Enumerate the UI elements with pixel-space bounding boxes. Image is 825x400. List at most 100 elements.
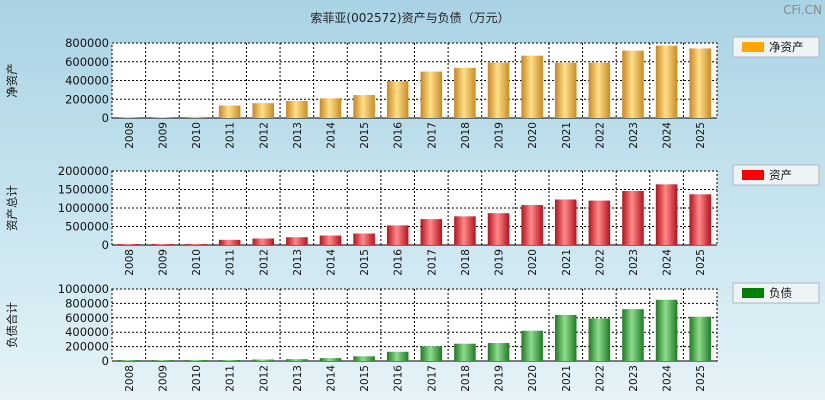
bar-liabilities-2019	[487, 343, 510, 361]
bar-assets-2012	[252, 238, 275, 245]
x-tick-label: 2013	[292, 122, 304, 149]
x-tick-label: 2009	[157, 122, 169, 149]
bar-net-assets-2008	[118, 117, 140, 118]
x-tick-label: 2008	[124, 249, 136, 276]
y-tick-label: 200000	[65, 340, 109, 354]
bar-assets-2011	[218, 239, 241, 245]
bar-liabilities-2024	[655, 299, 678, 361]
legend-swatch	[742, 42, 764, 52]
x-tick-label: 2023	[628, 365, 640, 392]
x-tick-label: 2015	[359, 122, 371, 149]
x-tick-label: 2015	[359, 365, 371, 392]
x-tick-label: 2020	[527, 122, 539, 149]
x-tick-label: 2016	[393, 249, 405, 276]
x-tick-label: 2014	[325, 249, 337, 276]
y-tick-label: 500000	[65, 220, 109, 234]
bar-net-assets-2025	[689, 48, 711, 118]
bar-assets-2014	[319, 235, 342, 245]
bar-liabilities-2015	[353, 356, 375, 361]
bar-net-assets-2020	[521, 55, 543, 118]
bar-liabilities-2016	[386, 351, 409, 361]
x-tick-label: 2020	[527, 365, 539, 392]
x-tick-label: 2014	[325, 365, 337, 392]
x-tick-label: 2025	[695, 249, 707, 276]
bar-net-assets-2019	[487, 62, 510, 118]
y-tick-label: 200000	[65, 92, 109, 106]
x-tick-label: 2024	[662, 122, 674, 149]
bar-assets-2009	[151, 244, 174, 245]
x-tick-label: 2010	[191, 122, 203, 149]
bar-assets-2016	[386, 225, 409, 245]
legend-swatch	[742, 288, 764, 298]
x-tick-label: 2021	[561, 249, 573, 276]
bar-net-assets-2016	[386, 80, 409, 118]
bar-net-assets-2011	[218, 105, 241, 118]
bar-assets-2025	[689, 194, 711, 245]
y-tick-label: 800000	[65, 36, 109, 50]
bar-liabilities-2022	[588, 318, 611, 361]
bar-assets-2024	[655, 184, 678, 245]
bar-liabilities-2009	[151, 360, 174, 361]
x-tick-label: 2012	[258, 249, 270, 276]
x-tick-label: 2024	[662, 249, 674, 276]
x-tick-label: 2008	[124, 122, 136, 149]
chart-title: 索菲亚(002572)资产与负债（万元）	[310, 11, 509, 25]
x-tick-label: 2017	[426, 122, 438, 149]
y-tick-label: 0	[102, 111, 109, 125]
bar-assets-2015	[353, 233, 375, 245]
legend-label: 资产	[769, 168, 792, 182]
bar-assets-2008	[118, 244, 140, 245]
bar-liabilities-2020	[521, 330, 543, 361]
x-tick-label: 2013	[292, 249, 304, 276]
y-tick-label: 2000000	[58, 164, 109, 178]
legend: 净资产	[732, 36, 820, 58]
x-tick-label: 2011	[225, 122, 237, 149]
watermark: CFi.CN	[783, 3, 822, 17]
bar-net-assets-2022	[588, 62, 611, 118]
x-tick-label: 2008	[124, 365, 136, 392]
bar-liabilities-2013	[286, 359, 308, 361]
y-axis-label: 负债合计	[5, 302, 19, 348]
x-tick-label: 2010	[191, 365, 203, 392]
x-tick-label: 2019	[494, 122, 506, 149]
x-tick-label: 2020	[527, 249, 539, 276]
bar-net-assets-2012	[252, 103, 275, 118]
x-tick-label: 2017	[426, 365, 438, 392]
bar-liabilities-2018	[454, 343, 476, 361]
x-tick-label: 2023	[628, 249, 640, 276]
y-tick-label: 0	[102, 354, 109, 368]
x-tick-label: 2011	[225, 365, 237, 392]
bar-liabilities-2010	[185, 360, 207, 361]
x-tick-label: 2022	[594, 249, 606, 276]
bar-assets-2021	[554, 199, 577, 245]
x-tick-label: 2014	[325, 122, 337, 149]
bar-assets-2013	[286, 237, 308, 245]
bar-assets-2022	[588, 200, 611, 245]
bar-liabilities-2011	[218, 360, 241, 361]
bar-assets-2019	[487, 213, 510, 245]
x-tick-label: 2021	[561, 365, 573, 392]
bar-net-assets-2017	[420, 71, 443, 118]
y-tick-label: 1000000	[58, 282, 109, 296]
bar-net-assets-2023	[622, 50, 644, 118]
legend: 资产	[732, 164, 820, 186]
x-tick-label: 2016	[393, 122, 405, 149]
x-tick-label: 2021	[561, 122, 573, 149]
x-tick-label: 2015	[359, 249, 371, 276]
panel-net-assets: 0 200000 400000 600000 800000 2008 2009 2010 201…	[5, 36, 820, 149]
bar-net-assets-2014	[319, 98, 342, 118]
bar-net-assets-2015	[353, 95, 375, 118]
bar-liabilities-2014	[319, 358, 342, 361]
legend-label: 负债	[769, 286, 792, 300]
x-tick-label: 2012	[258, 365, 270, 392]
x-tick-label: 2019	[494, 249, 506, 276]
bar-liabilities-2023	[622, 309, 644, 361]
x-tick-label: 2022	[594, 365, 606, 392]
x-tick-label: 2013	[292, 365, 304, 392]
legend: 负债	[732, 282, 820, 304]
bar-assets-2023	[622, 190, 644, 245]
panel-assets: 0 500000 1000000 1500000 2000000 2008 2009 2010…	[5, 164, 820, 276]
y-tick-label: 1000000	[58, 201, 109, 215]
y-tick-label: 800000	[65, 296, 109, 310]
